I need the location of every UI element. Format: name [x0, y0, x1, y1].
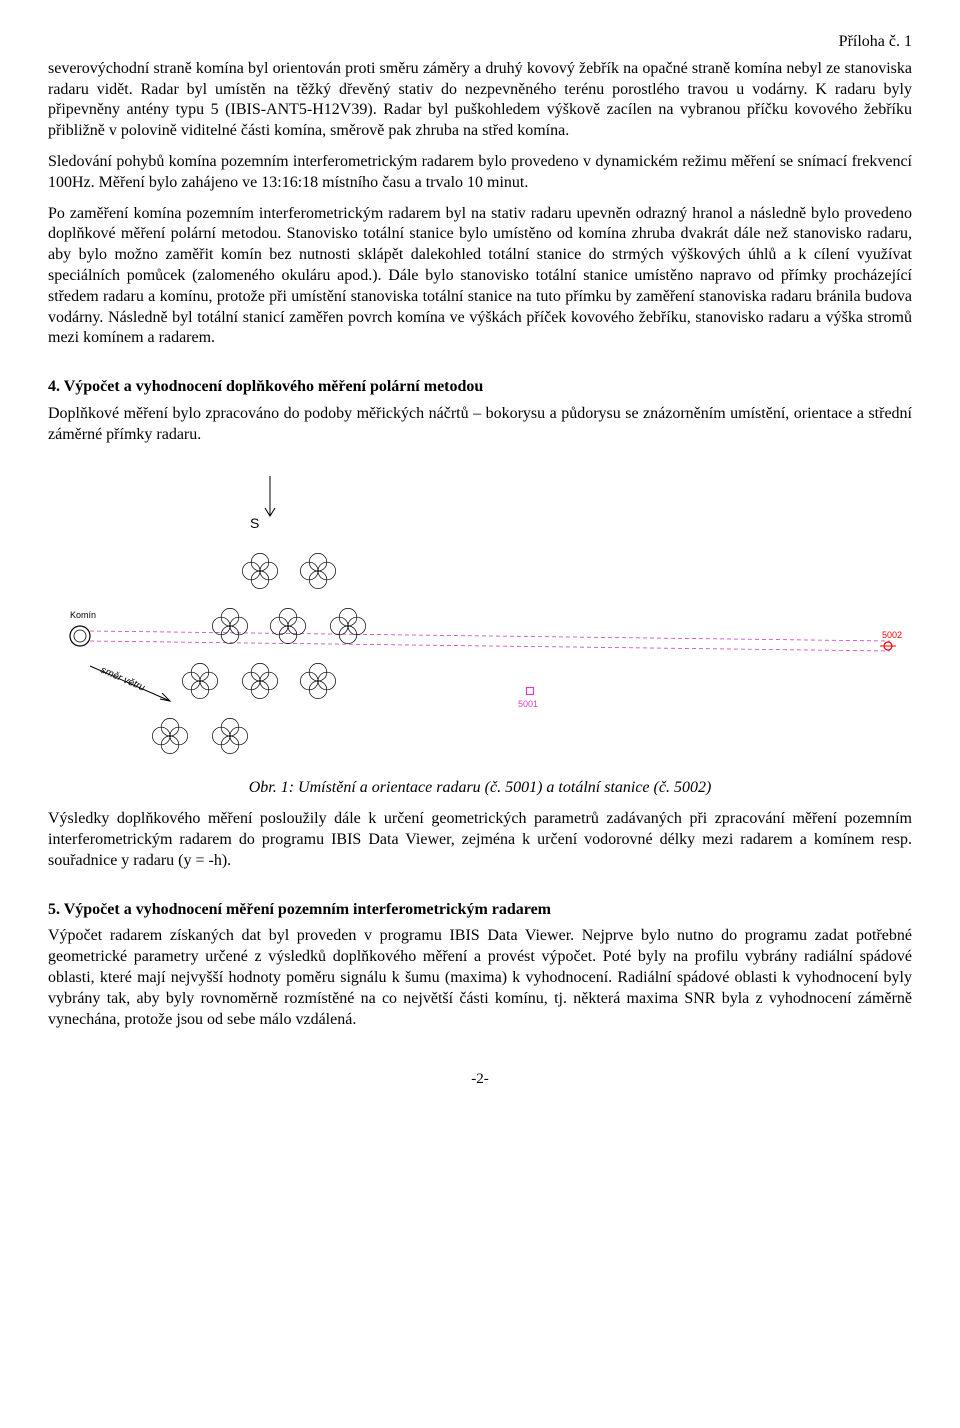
paragraph: Výpočet radarem získaných dat byl proved…	[48, 926, 912, 1030]
section-4-title: 4. Výpočet a vyhodnocení doplňkového měř…	[48, 377, 912, 398]
page-header: Příloha č. 1	[48, 32, 912, 53]
paragraph: Výsledky doplňkového měření posloužily d…	[48, 809, 912, 871]
figure-1-caption: Obr. 1: Umístění a orientace radaru (č. …	[48, 778, 912, 799]
paragraph: Sledování pohybů komína pozemním interfe…	[48, 152, 912, 194]
svg-text:5002: 5002	[882, 630, 902, 640]
figure-1-diagram: SKomínsměr větru50015002	[48, 466, 912, 766]
svg-text:5001: 5001	[518, 699, 538, 709]
paragraph: Doplňkové měření bylo zpracováno do podo…	[48, 404, 912, 446]
paragraph: Po zaměření komína pozemním interferomet…	[48, 204, 912, 350]
paragraph: severovýchodní straně komína byl oriento…	[48, 59, 912, 142]
section-5-title: 5. Výpočet a vyhodnocení měření pozemním…	[48, 900, 912, 921]
svg-text:Komín: Komín	[70, 610, 96, 620]
page-number: -2-	[48, 1070, 912, 1090]
svg-text:S: S	[250, 515, 259, 531]
